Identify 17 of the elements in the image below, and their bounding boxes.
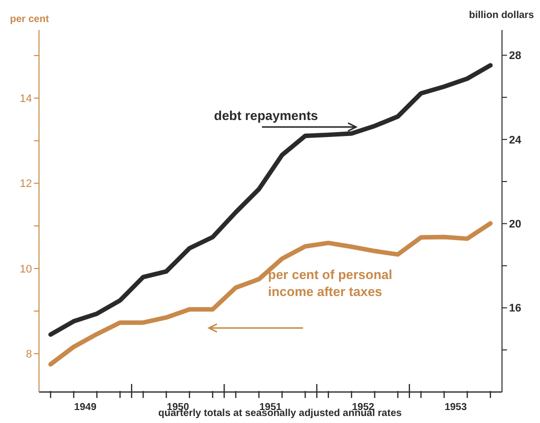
y2-tick-label: 20: [509, 218, 522, 231]
y2-axis-title: billion dollars: [468, 10, 534, 21]
x-axis-title: quarterly totals at seasonally adjusted annual rates: [158, 408, 402, 419]
y2-tick-label: 28: [509, 50, 522, 62]
line-series: [48, 63, 493, 337]
y2-tick-label: 24: [509, 134, 522, 146]
y-tick-label: 8: [26, 348, 32, 361]
y2-tick-label: 16: [509, 302, 522, 315]
line-series: [48, 221, 493, 367]
y-axis-title: per cent: [10, 14, 49, 25]
y-tick-label: 10: [20, 263, 32, 276]
series-label: per cent of personal income after taxes: [268, 266, 394, 300]
x-tick-label: 1953: [444, 402, 468, 413]
y-tick-label: 14: [20, 93, 32, 106]
x-tick-label: 1949: [74, 402, 97, 413]
series-label: debt repayments: [214, 108, 318, 123]
y-tick-label: 12: [20, 178, 32, 190]
